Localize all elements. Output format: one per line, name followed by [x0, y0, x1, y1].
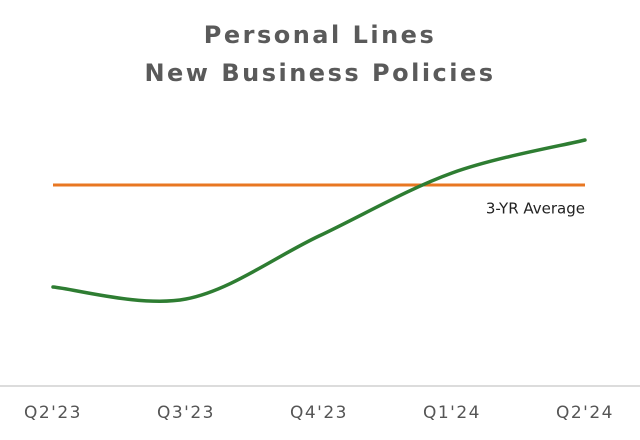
reference-label: 3-YR Average [486, 200, 585, 218]
chart-title: Personal Lines [204, 21, 437, 49]
chart-title: New Business Policies [144, 59, 495, 87]
series-line [51, 138, 587, 303]
x-tick-label: Q2'24 [556, 403, 614, 423]
x-tick-label: Q3'23 [157, 403, 215, 423]
x-tick-label: Q2'23 [24, 403, 82, 423]
x-tick-label: Q1'24 [423, 403, 481, 423]
x-tick-label: Q4'23 [290, 403, 348, 423]
